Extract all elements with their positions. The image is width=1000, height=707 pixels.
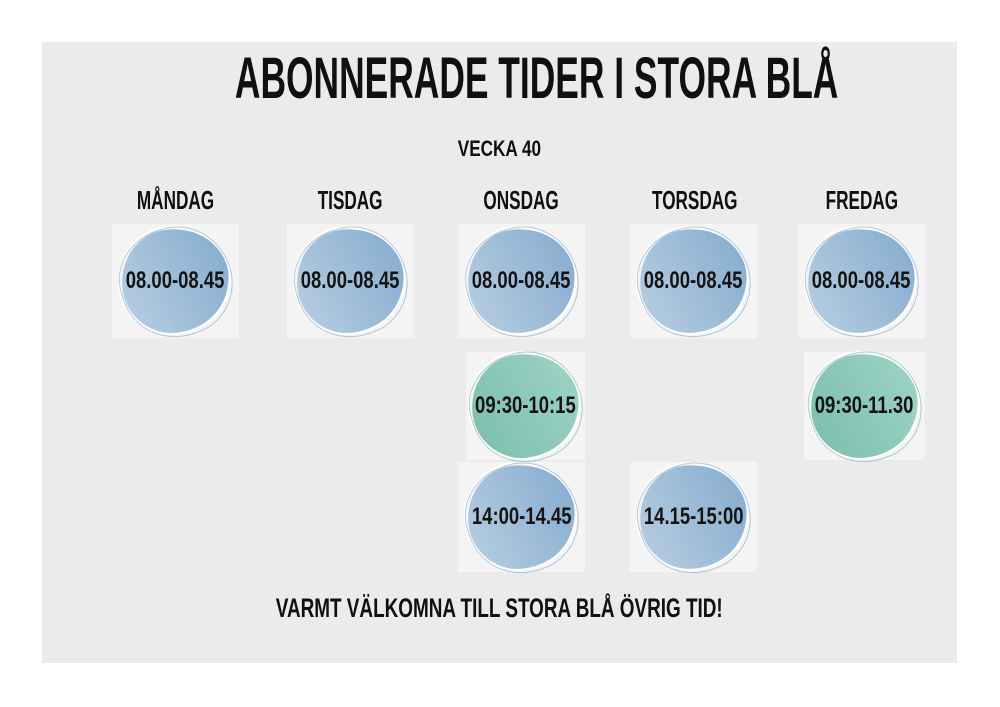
time-slot-label: 08.00-08.45 <box>644 266 743 294</box>
day-header-wednesday: ONSDAG <box>458 185 585 216</box>
slot-cell-friday-row1: 08.00-08.45 <box>798 222 925 340</box>
slot-cell-wednesday-row2: 09:30-10:15 <box>465 347 586 465</box>
day-header-friday-text: FREDAG <box>825 185 898 215</box>
day-header-wednesday-text: ONSDAG <box>483 185 560 215</box>
page-title: ABONNERADE TIDER I STORA BLÅ <box>42 50 957 108</box>
time-slot-blob: 09:30-10:15 <box>465 347 586 465</box>
day-header-tuesday-text: TISDAG <box>318 185 383 215</box>
day-header-tuesday: TISDAG <box>287 185 414 216</box>
time-slot-label: 08.00-08.45 <box>812 266 911 294</box>
time-slot-blob: 14:00-14.45 <box>461 458 582 576</box>
day-header-thursday-text: TORSDAG <box>652 185 738 215</box>
time-slot-label: 09:30-11.30 <box>815 391 914 419</box>
slot-cell-monday-row1: 08.00-08.45 <box>112 222 239 340</box>
poster-canvas: ABONNERADE TIDER I STORA BLÅ VECKA 40 MÅ… <box>42 42 957 663</box>
time-slot-label: 14.15-15:00 <box>643 503 744 530</box>
time-slot-blob: 08.00-08.45 <box>290 222 411 340</box>
footer-message-text: VARMT VÄLKOMNA TILL STORA BLÅ ÖVRIG TID! <box>276 593 723 623</box>
time-slot-blob: 14.15-15:00 <box>633 458 754 576</box>
day-header-friday: FREDAG <box>798 185 925 216</box>
time-slot-label: 08.00-08.45 <box>126 266 225 294</box>
day-header-monday: MÅNDAG <box>112 185 239 216</box>
week-label-text: VECKA 40 <box>457 136 542 161</box>
slot-cell-thursday-row1: 08.00-08.45 <box>630 222 757 340</box>
page-title-text: ABONNERADE TIDER I STORA BLÅ <box>234 46 839 111</box>
slot-cell-tuesday-row1: 08.00-08.45 <box>287 222 414 340</box>
time-slot-blob: 08.00-08.45 <box>115 222 236 340</box>
footer-message: VARMT VÄLKOMNA TILL STORA BLÅ ÖVRIG TID! <box>42 593 957 624</box>
time-slot-blob: 09:30-11.30 <box>804 347 925 465</box>
day-header-monday-text: MÅNDAG <box>136 185 215 215</box>
time-slot-blob: 08.00-08.45 <box>633 222 754 340</box>
day-header-thursday: TORSDAG <box>630 185 757 216</box>
week-label: VECKA 40 <box>42 136 957 162</box>
slot-cell-thursday-row3: 14.15-15:00 <box>630 458 757 576</box>
time-slot-label: 08.00-08.45 <box>472 266 571 294</box>
slot-cell-wednesday-row1: 08.00-08.45 <box>458 222 585 340</box>
time-slot-label: 08.00-08.45 <box>301 266 400 294</box>
time-slot-blob: 08.00-08.45 <box>461 222 582 340</box>
time-slot-label: 09:30-10:15 <box>475 391 576 419</box>
slot-cell-wednesday-row3: 14:00-14.45 <box>458 458 585 576</box>
time-slot-blob: 08.00-08.45 <box>801 222 922 340</box>
slot-cell-friday-row2: 09:30-11.30 <box>804 347 925 465</box>
time-slot-label: 14:00-14.45 <box>471 503 572 530</box>
